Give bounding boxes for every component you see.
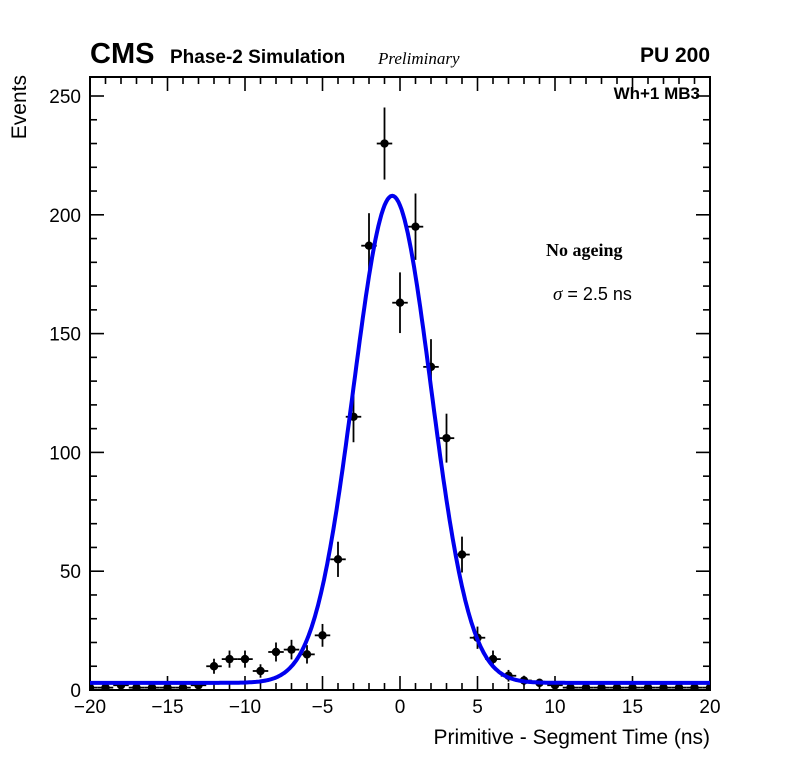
data-point: [686, 683, 703, 690]
data-point: [438, 413, 455, 463]
data-point: [407, 193, 424, 260]
data-point: [283, 639, 300, 660]
y-tick-labels: 0 50 100 150 200 250: [49, 87, 81, 702]
chamber-label: Wh+1 MB3: [613, 84, 700, 103]
x-tick-label: 0: [395, 697, 406, 718]
x-tick-labels: −20 −15 −10 −5 0 5 10 15 20: [74, 697, 721, 718]
x-tick-label: 15: [622, 697, 643, 718]
fit-sigma-annotation: σ = 2.5 ns: [553, 284, 632, 306]
x-tick-label: 20: [699, 697, 720, 718]
data-point: [268, 642, 284, 662]
fit-curve: [90, 193, 710, 685]
y-axis-title: Events: [8, 75, 31, 140]
plot-frame: [89, 76, 711, 691]
pileup-label: PU 200: [639, 44, 710, 67]
data-point: [90, 683, 98, 690]
data-point: [221, 650, 238, 668]
x-tick-label: −5: [312, 697, 334, 718]
data-point: [624, 683, 641, 690]
data-point: [128, 683, 145, 690]
y-tick-label: 200: [49, 206, 81, 227]
data-point: [392, 272, 408, 334]
y-axis-ticks: [90, 95, 710, 691]
sigma-value: = 2.5 ns: [562, 284, 632, 304]
data-point: [159, 683, 176, 690]
sigma-symbol: σ: [553, 284, 563, 305]
data-point: [671, 683, 687, 690]
data-point: [376, 107, 393, 180]
data-point: [562, 683, 579, 690]
data-point: [593, 683, 610, 690]
x-tick-label: 10: [544, 697, 565, 718]
x-tick-label: −10: [229, 697, 261, 718]
y-tick-label: 150: [49, 325, 81, 346]
data-point: [330, 541, 346, 577]
x-tick-label: −15: [151, 697, 183, 718]
data-point: [640, 683, 656, 690]
y-tick-label: 100: [49, 443, 81, 464]
y-tick-label: 0: [70, 681, 81, 702]
data-point: [175, 683, 191, 690]
data-point: [578, 683, 594, 690]
x-axis-ticks: [89, 77, 711, 690]
data-point: [144, 683, 160, 690]
ageing-annotation: No ageing: [546, 240, 623, 260]
data-point: [314, 623, 331, 647]
data-point: [206, 658, 222, 674]
simulation-label: Phase-2 Simulation: [170, 47, 346, 68]
y-tick-label: 250: [49, 87, 81, 108]
cms-logo-text: CMS: [90, 38, 155, 70]
data-point: [655, 683, 672, 690]
data-point: [609, 683, 625, 690]
x-axis-title: Primitive - Segment Time (ns): [433, 726, 710, 749]
data-points: [90, 107, 710, 690]
data-point: [252, 664, 269, 678]
preliminary-label: Preliminary: [378, 49, 460, 68]
data-point: [237, 650, 253, 668]
data-point: [97, 683, 114, 690]
y-tick-label: 50: [60, 562, 81, 583]
x-tick-label: −20: [74, 697, 106, 718]
data-point: [702, 683, 710, 690]
x-tick-label: 5: [472, 697, 483, 718]
